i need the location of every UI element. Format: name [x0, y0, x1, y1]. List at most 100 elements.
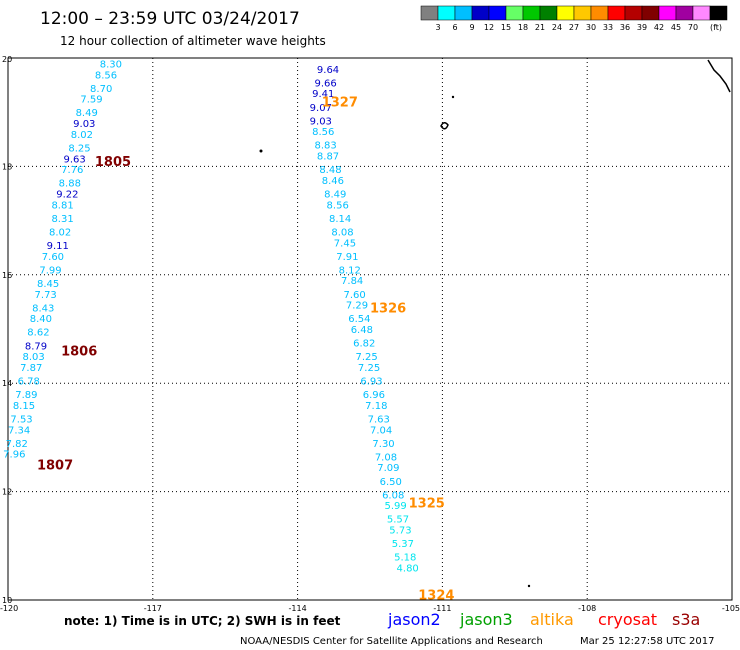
- wave-height-value: 7.96: [3, 450, 25, 461]
- wave-height-value: 8.46: [322, 176, 344, 187]
- wave-height-value: 9.07: [310, 103, 332, 114]
- color-scale-label: 33: [603, 23, 613, 32]
- wave-height-value: 9.63: [64, 154, 86, 165]
- wave-height-value: 7.25: [356, 352, 378, 363]
- satellite-legend-item: jason3: [459, 610, 513, 629]
- wave-height-value: 8.56: [312, 127, 334, 138]
- wave-height-value: 7.09: [377, 463, 399, 474]
- wave-height-value: 7.18: [365, 401, 387, 412]
- color-scale-swatch: [607, 5, 626, 21]
- wave-height-value: 7.29: [346, 301, 368, 312]
- color-scale-swatch: [420, 5, 439, 21]
- wave-height-value: 8.56: [95, 70, 117, 81]
- y-tick-label: 12: [2, 488, 12, 497]
- grid-lines: [8, 58, 732, 600]
- wave-height-value: 7.60: [343, 290, 365, 301]
- wave-height-value: 6.50: [380, 477, 402, 488]
- color-scale-swatch: [675, 5, 694, 21]
- color-scale-label: 12: [484, 23, 494, 32]
- pass-label: 1327: [322, 95, 358, 110]
- wave-height-value: 6.08: [382, 490, 404, 501]
- wave-height-value: 7.60: [42, 252, 64, 263]
- color-scale-label: 15: [501, 23, 511, 32]
- wave-height-value: 7.45: [334, 238, 356, 249]
- y-tick-labels: 10 12 14 16 18 20: [2, 55, 12, 605]
- color-scale-swatch: [709, 5, 728, 21]
- color-scale-swatch: [488, 5, 507, 21]
- coastline-shape: [707, 59, 731, 93]
- wave-height-value: 8.14: [329, 214, 351, 225]
- island-dot: [259, 149, 263, 153]
- wave-height-value: 9.03: [73, 119, 95, 130]
- color-scale-swatch: [539, 5, 558, 21]
- x-tick-label: -105: [722, 604, 740, 613]
- color-scale-label: 9: [469, 23, 474, 32]
- pass-label: 1805: [95, 155, 131, 170]
- color-scale-swatch: [522, 5, 541, 21]
- wave-height-value: 6.48: [351, 325, 373, 336]
- wave-height-value: 7.25: [358, 363, 380, 374]
- wave-height-value: 7.73: [35, 290, 57, 301]
- wave-height-value: 8.83: [314, 141, 336, 152]
- y-tick-label: 10: [2, 596, 12, 605]
- wave-height-value: 7.30: [372, 439, 394, 450]
- x-tick-label: -120: [0, 604, 18, 613]
- color-scale-label: 18: [518, 23, 528, 32]
- wave-height-value: 8.31: [51, 214, 73, 225]
- color-scale-swatch: [641, 5, 660, 21]
- island-dot: [451, 95, 455, 99]
- color-scale-label: 39: [637, 23, 647, 32]
- wave-height-value: 8.79: [25, 341, 47, 352]
- wave-height-value: 8.03: [22, 352, 44, 363]
- wave-height-value: 9.66: [314, 78, 336, 89]
- color-scale-label: 42: [654, 23, 664, 32]
- wave-height-value: 8.30: [100, 59, 122, 70]
- wave-height-value: 7.82: [6, 439, 28, 450]
- wave-height-value: 8.88: [59, 179, 81, 190]
- wave-height-value: 8.40: [30, 314, 52, 325]
- wave-height-value: 9.41: [312, 89, 334, 100]
- color-scale-swatch: [658, 5, 677, 21]
- wave-height-points: 8.308.568.707.598.499.038.028.259.637.76…: [3, 59, 419, 574]
- wave-height-value: 7.63: [368, 414, 390, 425]
- color-scale-swatch: [556, 5, 575, 21]
- wave-height-value: 7.91: [336, 252, 358, 263]
- wave-height-value: 5.18: [394, 553, 416, 564]
- wave-height-value: 8.02: [71, 130, 93, 141]
- satellite-legend-item: s3a: [672, 610, 700, 629]
- wave-height-value: 6.54: [348, 314, 370, 325]
- pass-label: 1807: [37, 459, 73, 474]
- color-scale-label: 36: [620, 23, 630, 32]
- wave-height-value: 9.11: [47, 241, 69, 252]
- pass-label: 1325: [409, 496, 445, 511]
- wave-height-value: 8.81: [51, 200, 73, 211]
- wave-height-value: 8.02: [49, 227, 71, 238]
- wave-height-value: 8.56: [327, 200, 349, 211]
- y-tick-label: 20: [2, 55, 12, 64]
- wave-height-value: 8.70: [90, 84, 112, 95]
- wave-height-value: 7.53: [10, 414, 32, 425]
- color-scale-label: 30: [586, 23, 596, 32]
- wave-height-value: 7.99: [39, 265, 61, 276]
- x-tick-label: -108: [578, 604, 596, 613]
- satellite-legend: jason2 jason3 altika cryosat s3a: [387, 610, 700, 629]
- satellite-legend-item: altika: [530, 610, 574, 629]
- wave-height-value: 6.82: [353, 339, 375, 350]
- wave-height-value: 7.34: [8, 425, 30, 436]
- color-scale-label: 6: [452, 23, 457, 32]
- wave-height-value: 8.43: [32, 303, 54, 314]
- wave-height-value: 8.08: [331, 227, 353, 238]
- wave-height-value: 8.87: [317, 152, 339, 163]
- color-scale-swatch: [471, 5, 490, 21]
- color-scale-label: 3: [435, 23, 440, 32]
- y-tick-label: 16: [2, 271, 12, 280]
- wave-height-value: 9.64: [317, 65, 339, 76]
- color-scale-swatch: [437, 5, 456, 21]
- footer-credit: NOAA/NESDIS Center for Satellite Applica…: [240, 636, 543, 647]
- wave-height-value: 6.96: [363, 390, 385, 401]
- chart-subtitle: 12 hour collection of altimeter wave hei…: [60, 34, 326, 48]
- wave-height-value: 9.03: [310, 116, 332, 127]
- wave-height-value: 5.73: [389, 526, 411, 537]
- x-tick-label: -114: [289, 604, 307, 613]
